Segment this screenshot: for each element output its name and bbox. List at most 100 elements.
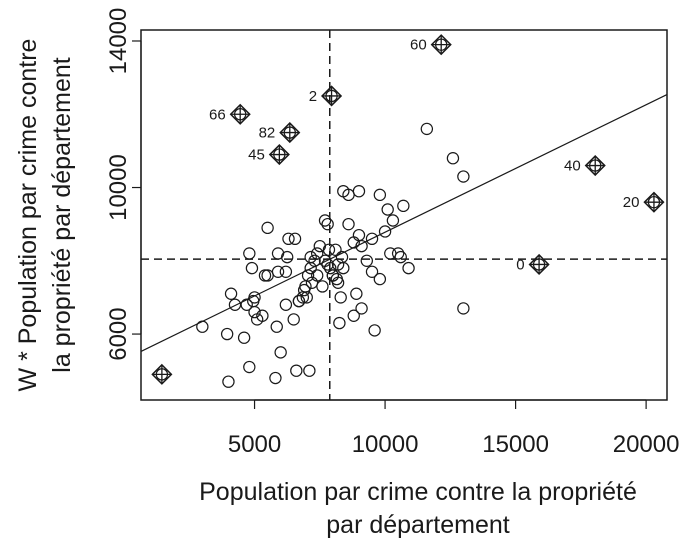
data-point <box>386 214 400 227</box>
data-point <box>347 309 360 322</box>
data-point <box>402 261 415 275</box>
data-point <box>196 320 209 333</box>
influential-point-circle <box>233 108 247 121</box>
influential-point-cross <box>431 35 451 55</box>
data-point <box>228 298 242 311</box>
data-point <box>394 250 407 264</box>
data-point <box>274 346 287 359</box>
data-point <box>279 265 293 278</box>
data-point <box>243 360 256 374</box>
data-point <box>360 254 374 267</box>
data-point <box>381 203 394 216</box>
influential-point-circle <box>532 258 546 271</box>
data-point <box>352 228 366 242</box>
data-point <box>271 265 285 278</box>
data-point <box>350 287 363 300</box>
point-label: 40 <box>564 158 581 175</box>
point-label: 2 <box>309 88 317 105</box>
data-point <box>261 221 274 235</box>
data-point <box>222 375 235 388</box>
influential-point-cross <box>152 364 172 384</box>
data-point <box>384 247 397 260</box>
point-label: 20 <box>623 194 640 211</box>
regression-line <box>141 93 667 352</box>
data-point <box>368 324 381 337</box>
influential-point-circle <box>434 38 448 51</box>
influential-point-cross <box>529 254 549 274</box>
data-point <box>318 214 332 227</box>
plot-frame <box>140 29 668 401</box>
influential-point-circle <box>273 148 286 161</box>
data-point <box>279 298 293 311</box>
influential-point-circle <box>325 89 338 103</box>
data-point <box>391 247 405 260</box>
data-point <box>258 269 272 282</box>
influential-point-cross <box>269 145 289 165</box>
data-point <box>337 184 350 198</box>
point-label: 60 <box>410 37 427 54</box>
x-tick-label: 20000 <box>613 431 680 458</box>
influential-point-circle <box>155 368 169 381</box>
data-point <box>247 294 260 308</box>
data-point <box>330 272 343 286</box>
data-point <box>318 254 332 267</box>
data-point <box>322 243 336 257</box>
y-axis-title: la propriété par département <box>48 57 76 373</box>
influential-point-cross <box>644 192 664 212</box>
influential-point-circle <box>589 159 602 172</box>
data-point <box>269 371 282 385</box>
data-point <box>308 254 321 267</box>
data-point <box>316 280 329 293</box>
influential-point-cross <box>322 86 342 106</box>
data-point <box>365 232 379 246</box>
data-point <box>240 298 253 311</box>
influential-point-cross <box>230 104 250 124</box>
data-point <box>243 247 256 260</box>
data-point <box>245 261 259 275</box>
data-point <box>303 364 316 377</box>
data-point <box>299 280 312 293</box>
data-point <box>365 265 379 278</box>
y-tick-label: 10000 <box>105 154 132 221</box>
y-tick-label: 14000 <box>105 8 132 75</box>
data-point <box>256 309 269 322</box>
data-point <box>304 250 317 264</box>
data-point <box>311 247 324 260</box>
data-point <box>326 269 340 282</box>
data-point <box>321 217 334 231</box>
data-point <box>333 316 346 330</box>
data-point <box>287 313 300 326</box>
influential-point-cross <box>280 123 300 143</box>
data-point <box>282 232 295 246</box>
data-point <box>457 302 470 315</box>
point-label: 45 <box>248 147 265 164</box>
data-point <box>220 327 234 341</box>
data-point <box>373 272 387 286</box>
data-point <box>329 243 342 257</box>
data-point <box>280 250 294 264</box>
data-point <box>355 302 368 315</box>
data-point <box>270 320 283 333</box>
point-label: 66 <box>209 106 226 123</box>
data-point <box>420 122 434 136</box>
data-point <box>342 217 355 231</box>
data-point <box>352 184 366 198</box>
data-point <box>292 294 306 308</box>
data-point <box>397 199 410 213</box>
influential-point-circle <box>647 195 661 209</box>
x-axis-title: Population par crime contre la propriété <box>199 478 637 506</box>
data-point <box>288 232 302 246</box>
data-point <box>311 269 324 282</box>
y-tick-label: 6000 <box>105 307 132 360</box>
data-point <box>373 188 387 202</box>
data-point <box>457 170 470 183</box>
data-point <box>321 258 334 271</box>
data-point <box>261 269 274 282</box>
y-axis-title: W * Population par crime contre <box>14 39 42 392</box>
point-label: 82 <box>259 125 276 142</box>
influential-point-cross <box>585 156 605 176</box>
data-point <box>378 225 392 238</box>
point-label: 0 <box>516 256 524 273</box>
data-point <box>290 364 303 377</box>
